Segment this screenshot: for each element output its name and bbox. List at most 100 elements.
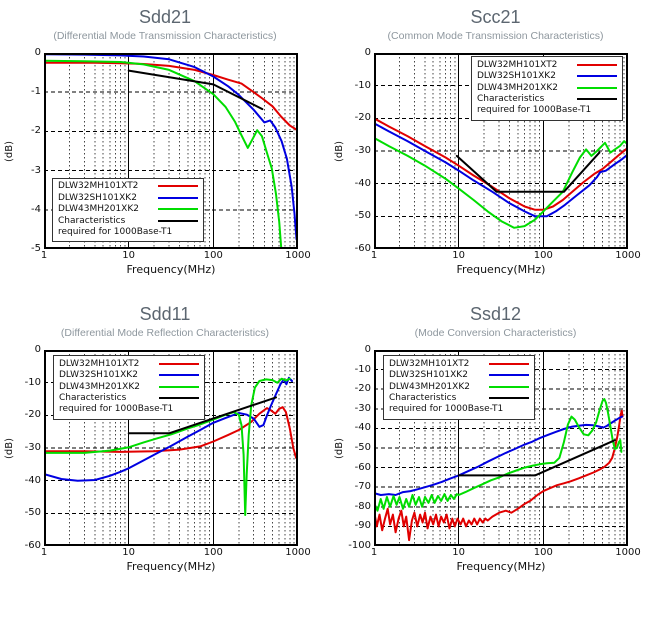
legend-line-swatch <box>577 63 617 66</box>
legend-label-line2: required for 1000Base-T1 <box>477 105 592 115</box>
panel-sdd11: Sdd11 (Differential Mode Reflection Char… <box>0 302 330 573</box>
legend-label: DLW32MH101XT2 <box>59 358 140 369</box>
series-lines <box>374 117 628 229</box>
chart-subtitle: (Differential Mode Transmission Characte… <box>53 30 277 42</box>
legend-entry: DLW32MH101XT2 <box>59 358 199 370</box>
legend-line-swatch <box>158 219 198 222</box>
y-tick-label: -30 <box>354 145 371 156</box>
chart-subtitle: (Common Mode Transmission Characteristic… <box>387 30 604 42</box>
chart-title: Sdd21 <box>138 7 192 27</box>
y-tick-label: -60 <box>24 540 41 551</box>
y-tick-label: 0 <box>364 47 371 58</box>
y-axis-label: (dB) <box>4 437 16 459</box>
legend-label: DLW43MH201XK2 <box>389 381 470 392</box>
series-lines <box>374 398 624 542</box>
y-tick-label: -100 <box>348 540 371 551</box>
y-tick-label: -1 <box>31 86 41 98</box>
x-tick-label: 1 <box>40 547 48 558</box>
legend-label: Characteristics <box>58 215 126 226</box>
legend-entry: Characteristics <box>477 94 617 106</box>
plot-sdd11: DLW32MH101XT2 DLW32SH101XK2 DLW43MH201XK2 C… <box>44 350 298 546</box>
series-line-DLW32MH101XT2 <box>374 117 628 211</box>
y-tick-label: -80 <box>354 500 371 512</box>
x-axis-ticks: 1 10 100 1000 <box>370 546 641 559</box>
x-tick-label: 1 <box>40 250 48 261</box>
legend-line-swatch <box>577 75 617 78</box>
legend-line-swatch <box>577 86 617 89</box>
x-axis-ticks: 1 10 100 1000 <box>370 249 641 262</box>
legend-line-swatch <box>159 374 199 377</box>
y-tick-label: -20 <box>354 383 371 395</box>
legend-label: DLW32SH101XK2 <box>477 71 556 82</box>
chart-area: (dB) 0 -10 -20 -30 -40 -50 -60 DLW32MH101XT2 DL… <box>2 344 330 573</box>
legend-entry: Characteristics <box>58 215 198 227</box>
legend-entry: DLW43MH201XK2 <box>59 381 199 393</box>
legend-entry: DLW43MH201XK2 <box>389 381 529 393</box>
x-axis-label: Frequency(MHz) <box>126 263 216 276</box>
panel-scc21: Scc21 (Common Mode Transmission Characte… <box>330 5 661 276</box>
x-axis-ticks: 1 10 100 1000 <box>40 249 311 262</box>
x-axis-label: Frequency(MHz) <box>456 263 546 276</box>
panel-sdd21: Sdd21 (Differential Mode Transmission Ch… <box>0 5 330 276</box>
plot-frame <box>44 350 298 546</box>
legend-entry: DLW32SH101XK2 <box>58 192 198 204</box>
x-tick-label: 100 <box>203 250 223 261</box>
y-axis-label: (dB) <box>334 140 346 162</box>
plot-sdd21: DLW32MH101XT2 DLW32SH101XK2 DLW43MH201XK2 C… <box>44 53 298 249</box>
legend-entry: DLW32MH101XT2 <box>389 358 529 370</box>
legend-line-swatch <box>159 362 199 365</box>
legend-entry: DLW32SH101XK2 <box>477 71 617 83</box>
legend-line-swatch <box>577 98 617 101</box>
legend-entry: DLW32MH101XT2 <box>477 59 617 71</box>
legend-line-swatch <box>159 397 199 400</box>
chart-title: Ssd12 <box>469 304 522 324</box>
y-tick-label: -60 <box>354 461 371 473</box>
y-tick-label: -20 <box>24 409 41 421</box>
y-tick-label: -90 <box>354 520 371 532</box>
series-line-Characteristics <box>127 396 277 435</box>
legend: DLW32MH101XT2 DLW32SH101XK2 DLW43MH201XK2 C… <box>471 56 623 121</box>
chart-title: Scc21 <box>470 7 521 27</box>
legend: DLW32MH101XT2 DLW32SH101XK2 DLW43MH201XK2 C… <box>383 355 535 420</box>
y-tick-label: -40 <box>354 422 371 434</box>
legend-line-swatch <box>489 397 529 400</box>
y-axis-ticks: 0 -10 -20 -30 -40 -50 -60 <box>17 344 44 551</box>
plot-frame <box>374 350 628 546</box>
legend-label: DLW32SH101XK2 <box>58 192 137 203</box>
legend-label: Characteristics <box>59 393 127 404</box>
legend-label-line2: required for 1000Base-T1 <box>59 404 174 414</box>
y-axis-ticks: 0 -10 -20 -30 -40 -50 -60 -70 -80 -90 -100 <box>347 344 374 551</box>
legend-entry: DLW32MH101XT2 <box>58 181 198 193</box>
legend-entry: DLW32SH101XK2 <box>59 370 199 382</box>
series-line-DLW32MH101XT2 <box>44 61 298 132</box>
legend-label-line2: required for 1000Base-T1 <box>58 226 173 237</box>
legend-entry: DLW43MH201XK2 <box>58 204 198 216</box>
x-tick-label: 100 <box>533 547 553 558</box>
plot-frame <box>374 53 628 249</box>
x-axis-label: Frequency(MHz) <box>126 560 216 573</box>
x-tick-label: 10 <box>122 547 136 558</box>
legend-label: Characteristics <box>477 94 545 105</box>
series-line-DLW32MH101XT2 <box>374 409 624 542</box>
series-line-Characteristics <box>457 439 616 477</box>
y-tick-label: -30 <box>24 442 41 453</box>
x-tick-label: 1000 <box>285 547 311 558</box>
y-tick-label: -10 <box>354 79 371 91</box>
series-line-DLW43MH201XK2 <box>374 136 628 229</box>
legend-label: DLW32MH101XT2 <box>58 181 139 192</box>
legend-line-swatch <box>489 385 529 388</box>
y-axis-ticks: 0 -1 -2 -3 -4 -5 <box>17 47 44 254</box>
legend-entry: DLW32SH101XK2 <box>389 370 529 382</box>
chart-title: Sdd11 <box>139 304 191 324</box>
x-tick-label: 1000 <box>285 250 311 261</box>
chart-subtitle: (Differential Mode Reflection Characteri… <box>60 327 270 339</box>
legend: DLW32MH101XT2 DLW32SH101XK2 DLW43MH201XK2 C… <box>53 355 205 420</box>
y-tick-label: -40 <box>354 177 371 189</box>
x-tick-label: 1 <box>370 547 378 558</box>
legend-line-swatch <box>158 196 198 199</box>
plot-ssd12: DLW32MH101XT2 DLW32SH101XK2 DLW43MH201XK2 C… <box>374 350 628 546</box>
series-line-DLW43MH201XK2 <box>374 398 623 512</box>
x-tick-label: 1 <box>370 250 378 261</box>
series-line-DLW43MH201XK2 <box>44 59 283 249</box>
x-tick-label: 1000 <box>615 250 641 261</box>
